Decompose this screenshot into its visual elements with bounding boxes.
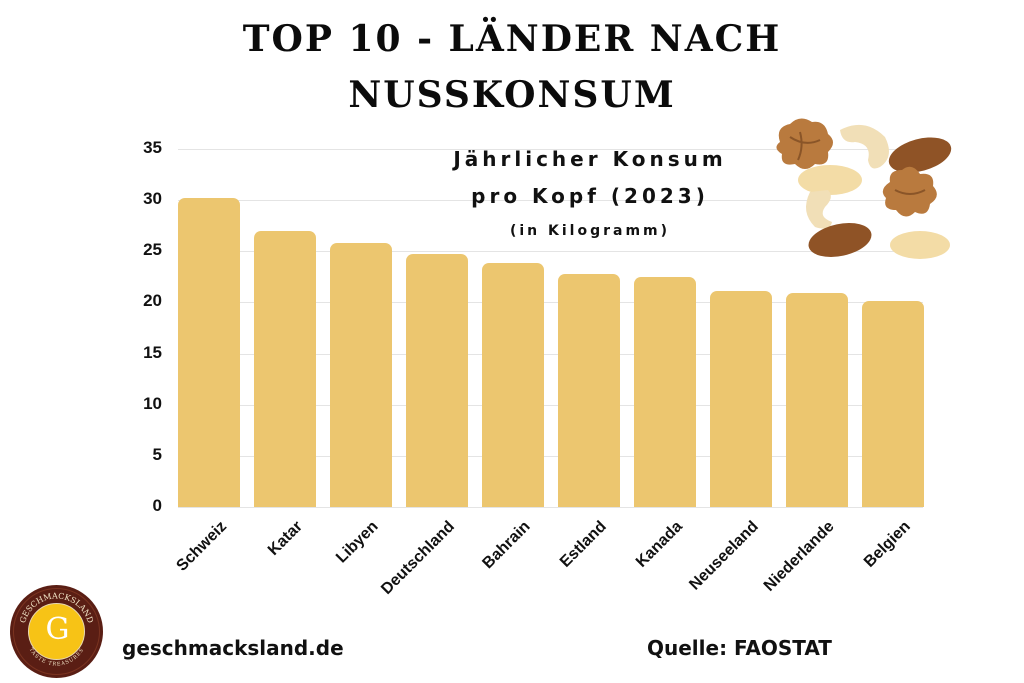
gridline bbox=[178, 507, 923, 508]
bar-neuseeland bbox=[710, 291, 772, 507]
y-tick-label: 30 bbox=[143, 189, 162, 209]
x-tick-label: Katar bbox=[264, 518, 306, 559]
gridline bbox=[178, 404, 923, 406]
bar-kanada bbox=[634, 276, 696, 507]
x-tick-label: Deutschland bbox=[378, 518, 459, 598]
logo-center: G bbox=[28, 603, 85, 660]
bar-schweiz bbox=[178, 198, 240, 507]
y-tick-label: 0 bbox=[152, 496, 162, 515]
brand-logo: GESCHMACKSLAND TASTE TREASURES G bbox=[10, 585, 103, 678]
chart-subtitle-line-2: pro Kopf (2023) bbox=[471, 184, 709, 208]
bar-niederlande bbox=[786, 293, 848, 507]
chart-title-line-2: NUSSKONSUM bbox=[348, 74, 676, 116]
x-tick-label: Neuseeland bbox=[686, 518, 762, 594]
x-tick-label: Niederlande bbox=[760, 518, 838, 595]
bar-libyen bbox=[330, 243, 392, 507]
source-label: Quelle: FAOSTAT bbox=[647, 636, 832, 660]
gridline bbox=[178, 455, 923, 457]
y-tick-label: 10 bbox=[143, 393, 162, 413]
walnut-icon bbox=[776, 118, 833, 169]
x-tick-label: Libyen bbox=[333, 518, 382, 567]
gridline bbox=[178, 353, 923, 355]
chart-unit-label: (in Kilogramm) bbox=[509, 223, 671, 239]
gridline bbox=[178, 302, 923, 304]
x-tick-label: Schweiz bbox=[173, 518, 231, 575]
x-tick-label: Estland bbox=[556, 518, 610, 571]
gridline bbox=[178, 200, 923, 202]
bar-estland bbox=[558, 273, 620, 507]
bar-katar bbox=[254, 230, 316, 507]
chart-title-line-1: TOP 10 - LÄNDER NACH bbox=[242, 18, 782, 60]
gridline bbox=[178, 251, 923, 253]
bar-deutschland bbox=[406, 254, 468, 507]
bar-belgien bbox=[862, 301, 924, 507]
y-tick-label: 25 bbox=[143, 240, 162, 260]
x-tick-label: Belgien bbox=[860, 518, 914, 571]
y-tick-label: 20 bbox=[143, 291, 162, 311]
logo-letter: G bbox=[45, 612, 70, 647]
chart-subtitle-line-1: Jährlicher Konsum bbox=[453, 147, 727, 171]
y-tick-label: 5 bbox=[152, 444, 162, 464]
x-tick-label: Bahrain bbox=[479, 518, 534, 573]
y-tick-label: 15 bbox=[143, 342, 162, 362]
gridline bbox=[178, 149, 923, 150]
x-tick-label: Kanada bbox=[632, 518, 686, 571]
y-tick-label: 35 bbox=[143, 138, 162, 157]
bar-bahrain bbox=[482, 262, 544, 507]
mixed-nuts-illustration bbox=[776, 118, 952, 259]
website-link[interactable]: geschmacksland.de bbox=[122, 636, 344, 660]
